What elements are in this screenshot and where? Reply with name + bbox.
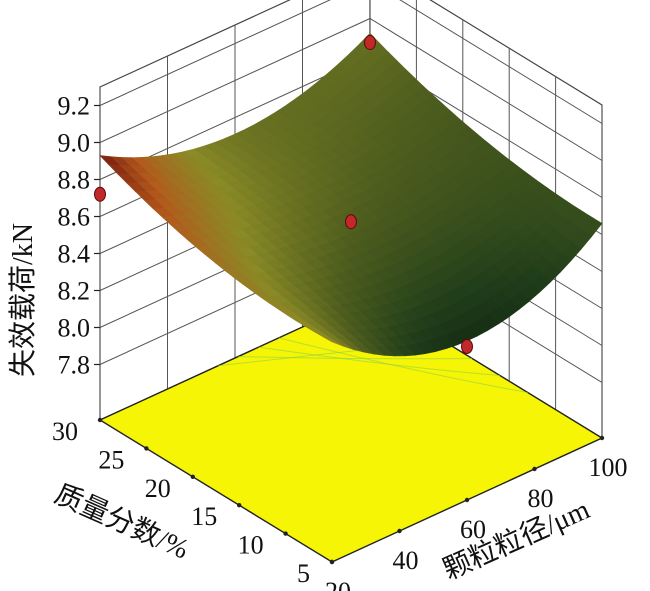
floor-plane <box>98 295 604 563</box>
x-tick-label: 100 <box>589 453 628 482</box>
y-tick-label: 30 <box>52 417 78 446</box>
y-axis-title: 质量分数/% <box>50 478 194 565</box>
design-point <box>364 35 376 51</box>
x-tick-label: 60 <box>460 515 486 544</box>
design-points <box>94 35 473 354</box>
z-tick-label: 7.8 <box>58 351 91 380</box>
y-tick <box>97 417 103 423</box>
z-gridline <box>99 0 603 124</box>
floor-contour <box>278 337 528 394</box>
design-point <box>345 214 357 230</box>
y-tick <box>144 446 149 451</box>
z-tick-label: 8.6 <box>58 203 91 232</box>
z-axis-title: 失效载荷/kN <box>7 223 39 377</box>
x-tick <box>532 466 537 472</box>
x-tick-label: 80 <box>528 484 554 513</box>
z-tick-label: 9.0 <box>58 129 91 158</box>
response-surface <box>99 32 603 357</box>
z-tick-label: 9.2 <box>58 92 91 121</box>
y-tick-label: 20 <box>145 474 171 503</box>
y-tick-label: 25 <box>98 445 124 474</box>
z-tick-label: 8.8 <box>58 166 91 195</box>
surface-patch <box>322 336 343 347</box>
x-tick <box>329 559 335 565</box>
design-point <box>94 186 106 202</box>
y-tick-label: 10 <box>238 531 264 560</box>
floor-contour <box>238 355 473 360</box>
x-tick <box>397 528 402 534</box>
z-tick-label: 8.2 <box>58 277 91 306</box>
z-tick-label: 8.0 <box>58 314 91 343</box>
floor-contour <box>258 346 500 377</box>
y-tick <box>190 474 195 479</box>
design-point <box>461 338 473 354</box>
z-tick-label: 8.4 <box>58 240 91 269</box>
x-tick-label: 20 <box>325 577 351 591</box>
x-tick-label: 40 <box>393 546 419 575</box>
y-tick <box>283 531 288 536</box>
y-tick <box>237 503 242 508</box>
x-tick <box>464 497 470 503</box>
x-tick <box>599 435 605 441</box>
axes: 7.8 8.0 8.2 8.4 8.6 8.8 9.0 9.2 5 10 15 20 25 30 20 40 6… <box>52 92 628 591</box>
y-tick-label: 5 <box>297 559 310 588</box>
y-tick-label: 15 <box>191 502 217 531</box>
